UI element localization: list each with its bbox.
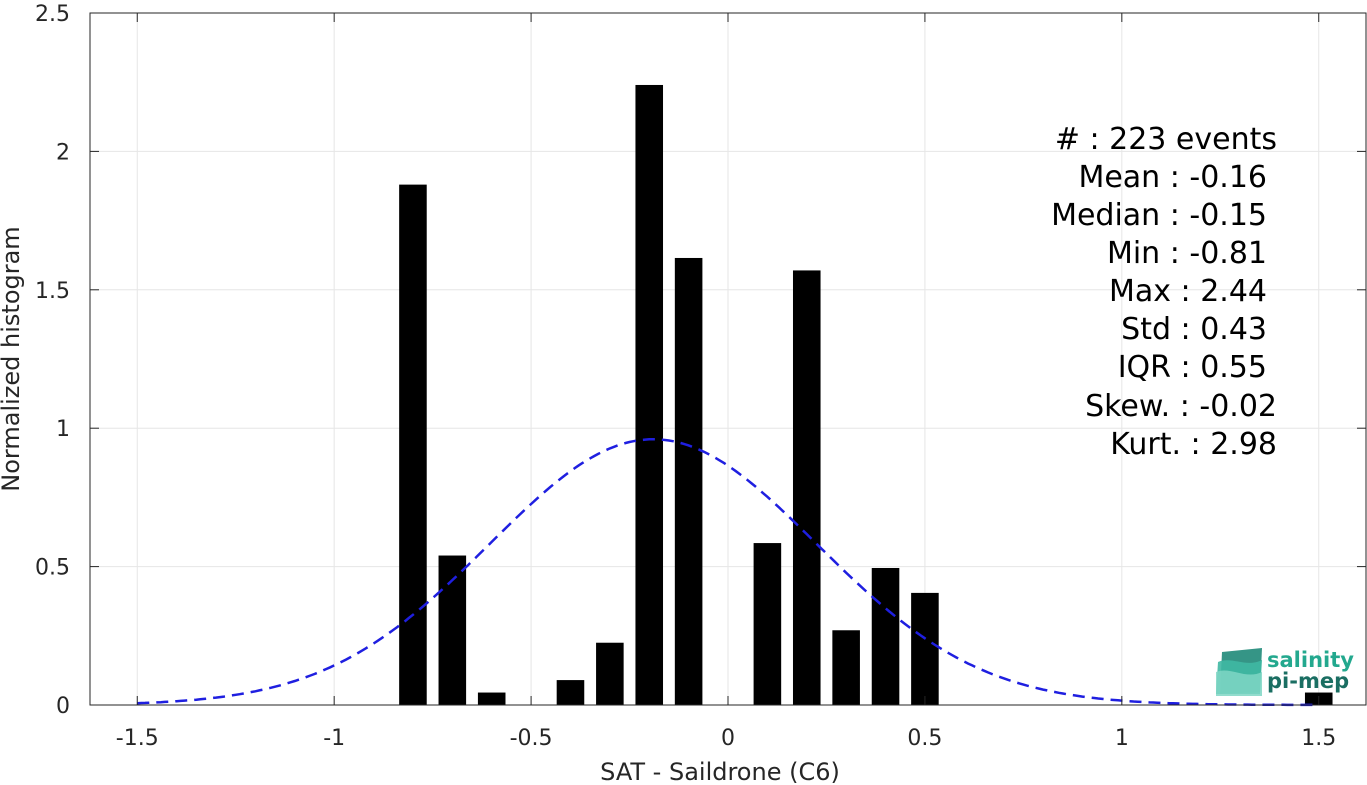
y-tick-label: 1 xyxy=(56,417,70,442)
histogram-bar xyxy=(635,84,664,705)
histogram-bar xyxy=(674,257,703,705)
histogram-bars xyxy=(399,84,1333,706)
x-tick-label: -1.5 xyxy=(116,726,159,751)
histogram-bar xyxy=(399,184,427,706)
logo-text-pimep: pi-mep xyxy=(1267,669,1349,693)
histogram-bar xyxy=(792,270,821,705)
stat-kurt: Kurt. : 2.98 xyxy=(1110,427,1277,462)
stat-min: Min : -0.81 xyxy=(1107,236,1267,271)
stat-std: Std : 0.43 xyxy=(1121,312,1267,347)
wave-logo-icon xyxy=(1216,648,1262,696)
histogram-bar xyxy=(832,630,860,705)
histogram-bar xyxy=(556,680,585,705)
x-tick-label: -0.5 xyxy=(510,726,553,751)
y-axis-label: Normalized histogram xyxy=(0,226,25,491)
x-tick-label: 0.5 xyxy=(907,726,942,751)
x-tick-label: -1 xyxy=(323,726,345,751)
salinity-pimep-logo: salinity pi-mep xyxy=(1216,648,1354,696)
y-tick-label: 0.5 xyxy=(35,556,70,581)
stat-max: Max : 2.44 xyxy=(1109,274,1267,309)
y-tick-label: 2 xyxy=(56,140,70,165)
histogram-bar xyxy=(871,567,900,705)
y-tick-label: 0 xyxy=(56,694,70,719)
stat-events: # : 223 events xyxy=(1055,122,1277,157)
y-tick-label: 2.5 xyxy=(35,2,70,27)
histogram-bar xyxy=(477,692,506,705)
x-tick-label: 1.5 xyxy=(1301,726,1336,751)
statistics-box: # : 223 events Mean : -0.16 Median : -0.… xyxy=(1051,122,1277,462)
histogram-bar xyxy=(911,592,939,705)
x-tick-label: 1 xyxy=(1115,726,1129,751)
x-tick-label: 0 xyxy=(721,726,735,751)
x-axis-ticks: -1.5 -1 -0.5 0 0.5 1 1.5 xyxy=(116,13,1336,751)
stat-median: Median : -0.15 xyxy=(1051,198,1267,233)
histogram-bar xyxy=(596,642,624,705)
histogram-bar xyxy=(753,543,782,705)
stat-skew: Skew. : -0.02 xyxy=(1085,389,1277,424)
y-tick-label: 1.5 xyxy=(35,279,70,304)
stat-mean: Mean : -0.16 xyxy=(1078,160,1267,195)
stat-iqr: IQR : 0.55 xyxy=(1118,350,1267,385)
histogram-bar xyxy=(438,555,467,705)
logo-text-salinity: salinity xyxy=(1267,648,1354,672)
y-axis-ticks: 0 0.5 1 1.5 2 2.5 xyxy=(35,2,1366,719)
x-axis-label: SAT - Saildrone (C6) xyxy=(600,758,840,785)
